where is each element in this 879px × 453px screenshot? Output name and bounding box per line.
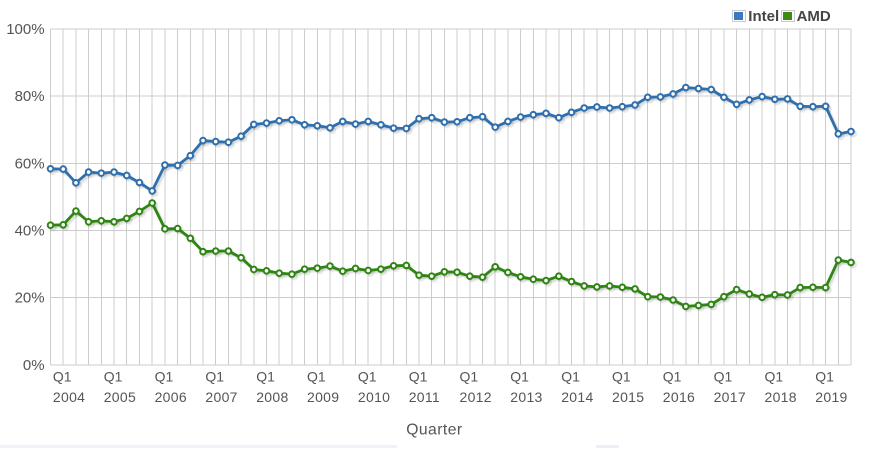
svg-text:2016: 2016 [663, 389, 695, 405]
svg-text:Q1: Q1 [358, 368, 377, 384]
svg-text:Q1: Q1 [612, 368, 631, 384]
svg-text:Quarter: Quarter [406, 422, 462, 439]
svg-text:Q1: Q1 [155, 368, 174, 384]
svg-text:2018: 2018 [765, 389, 797, 405]
svg-text:20%: 20% [15, 290, 45, 307]
svg-text:2004: 2004 [53, 389, 85, 405]
svg-text:Q1: Q1 [104, 368, 123, 384]
svg-text:Q1: Q1 [815, 368, 834, 384]
svg-text:2006: 2006 [155, 389, 187, 405]
svg-text:2008: 2008 [256, 389, 288, 405]
svg-text:2019: 2019 [815, 389, 847, 405]
svg-text:Q1: Q1 [510, 368, 529, 384]
svg-text:2014: 2014 [561, 389, 593, 405]
svg-text:Q1: Q1 [765, 368, 784, 384]
svg-text:Q1: Q1 [460, 368, 479, 384]
svg-text:Q1: Q1 [561, 368, 580, 384]
svg-text:2013: 2013 [510, 389, 542, 405]
svg-text:0%: 0% [23, 357, 45, 374]
svg-text:Q1: Q1 [53, 368, 72, 384]
svg-text:Q1: Q1 [714, 368, 733, 384]
svg-text:60%: 60% [15, 155, 45, 172]
svg-text:2017: 2017 [714, 389, 746, 405]
svg-text:80%: 80% [15, 88, 45, 105]
svg-text:2009: 2009 [307, 389, 339, 405]
svg-text:2012: 2012 [460, 389, 492, 405]
svg-text:Q1: Q1 [307, 368, 326, 384]
svg-text:Q1: Q1 [663, 368, 682, 384]
svg-text:2005: 2005 [104, 389, 136, 405]
svg-text:100%: 100% [6, 21, 44, 38]
svg-text:Q1: Q1 [256, 368, 275, 384]
svg-text:2015: 2015 [612, 389, 644, 405]
svg-text:Q1: Q1 [409, 368, 428, 384]
svg-text:2010: 2010 [358, 389, 390, 405]
svg-text:2011: 2011 [409, 389, 440, 405]
svg-text:2007: 2007 [205, 389, 237, 405]
svg-text:Q1: Q1 [205, 368, 224, 384]
svg-text:40%: 40% [15, 223, 45, 240]
